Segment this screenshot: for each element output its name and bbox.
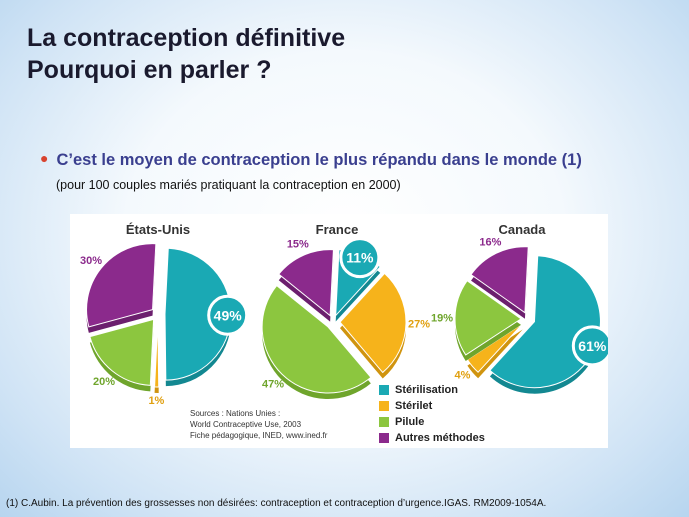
pie-slice-autres-m-thodes: [278, 249, 334, 317]
slice-label: 4%: [454, 370, 470, 382]
slide-title-line2: Pourquoi en parler ?: [27, 56, 272, 84]
pie-slice-st-rilet: [154, 320, 160, 388]
legend-label: Pilule: [395, 416, 425, 428]
pie-slice-autres-m-thodes: [86, 243, 157, 328]
slice-label: 1%: [148, 395, 164, 407]
legend-label: Autres méthodes: [395, 432, 485, 444]
legend-item-sterilisation: Stérilisation: [379, 382, 485, 398]
bullet-text: C’est le moyen de contraception le plus …: [56, 151, 582, 169]
pie-chart-1: États-Unis 49% 1% 20% 30%: [80, 222, 249, 407]
pie-slice-autres-m-thodes: [470, 246, 529, 314]
bullet-subnote: (pour 100 couples mariés pratiquant la c…: [56, 178, 401, 192]
pie-charts-svg: États-Unis 49% 1% 20% 30% France 11% 27% 47% 15% C…: [80, 222, 608, 407]
badge-circle: [207, 294, 249, 336]
slice-label: 16%: [479, 237, 501, 249]
legend-swatch: [379, 401, 389, 411]
slide-title: La contraception définitive Pourquoi en …: [27, 22, 345, 86]
slide-title-line1: La contraception définitive: [27, 24, 346, 52]
badge-label: 11%: [346, 250, 374, 266]
slice-label: 47%: [262, 379, 284, 391]
badge-label: 61%: [578, 338, 607, 354]
pie-slice-pilule: [454, 280, 522, 356]
legend-swatch: [379, 433, 389, 443]
slice-label: 27%: [408, 319, 430, 331]
legend-swatch: [379, 385, 389, 395]
pie-chart-figure: États-Unis 49% 1% 20% 30% France 11% 27% 47% 15% C…: [70, 214, 608, 448]
sources-line: Sources : Nations Unies :: [190, 409, 281, 418]
pie-title: États-Unis: [126, 222, 190, 237]
pie-slice-pilule: [261, 284, 372, 394]
legend-item-pilule: Pilule: [379, 414, 485, 430]
pie-slice-st-rilet: [339, 272, 407, 374]
legend-label: Stérilet: [395, 400, 433, 412]
chart-sources: Sources : Nations Unies : World Contrace…: [190, 408, 327, 441]
badge-circle: [571, 325, 608, 367]
chart-legend: Stérilisation Stérilet Pilule Autres mét…: [379, 382, 485, 446]
sources-line: Fiche pédagogique, INED, www.ined.fr: [190, 431, 328, 440]
footnote: (1) C.Aubin. La prévention des grossesse…: [6, 498, 547, 509]
pie-slice-pilule: [89, 318, 155, 386]
slice-label: 20%: [93, 376, 115, 388]
slice-label: 30%: [80, 255, 102, 267]
bullet-point: ● C’est le moyen de contraception le plus…: [40, 150, 680, 170]
pie-title: France: [316, 222, 359, 237]
legend-item-autres: Autres méthodes: [379, 430, 485, 446]
pie-chart-2: France 11% 27% 47% 15%: [261, 222, 430, 400]
slice-label: 15%: [287, 239, 309, 251]
bullet-dot-icon: ●: [40, 150, 49, 166]
legend-label: Stérilisation: [395, 384, 458, 396]
pie-title: Canada: [499, 222, 547, 237]
badge-circle: [339, 237, 381, 279]
pie-chart-3: Canada 61% 4% 19% 16%: [431, 222, 608, 394]
badge-label: 49%: [214, 307, 243, 323]
sources-line: World Contraceptive Use, 2003: [190, 420, 302, 429]
legend-item-sterilet: Stérilet: [379, 398, 485, 414]
slice-label: 19%: [431, 312, 453, 324]
legend-swatch: [379, 417, 389, 427]
